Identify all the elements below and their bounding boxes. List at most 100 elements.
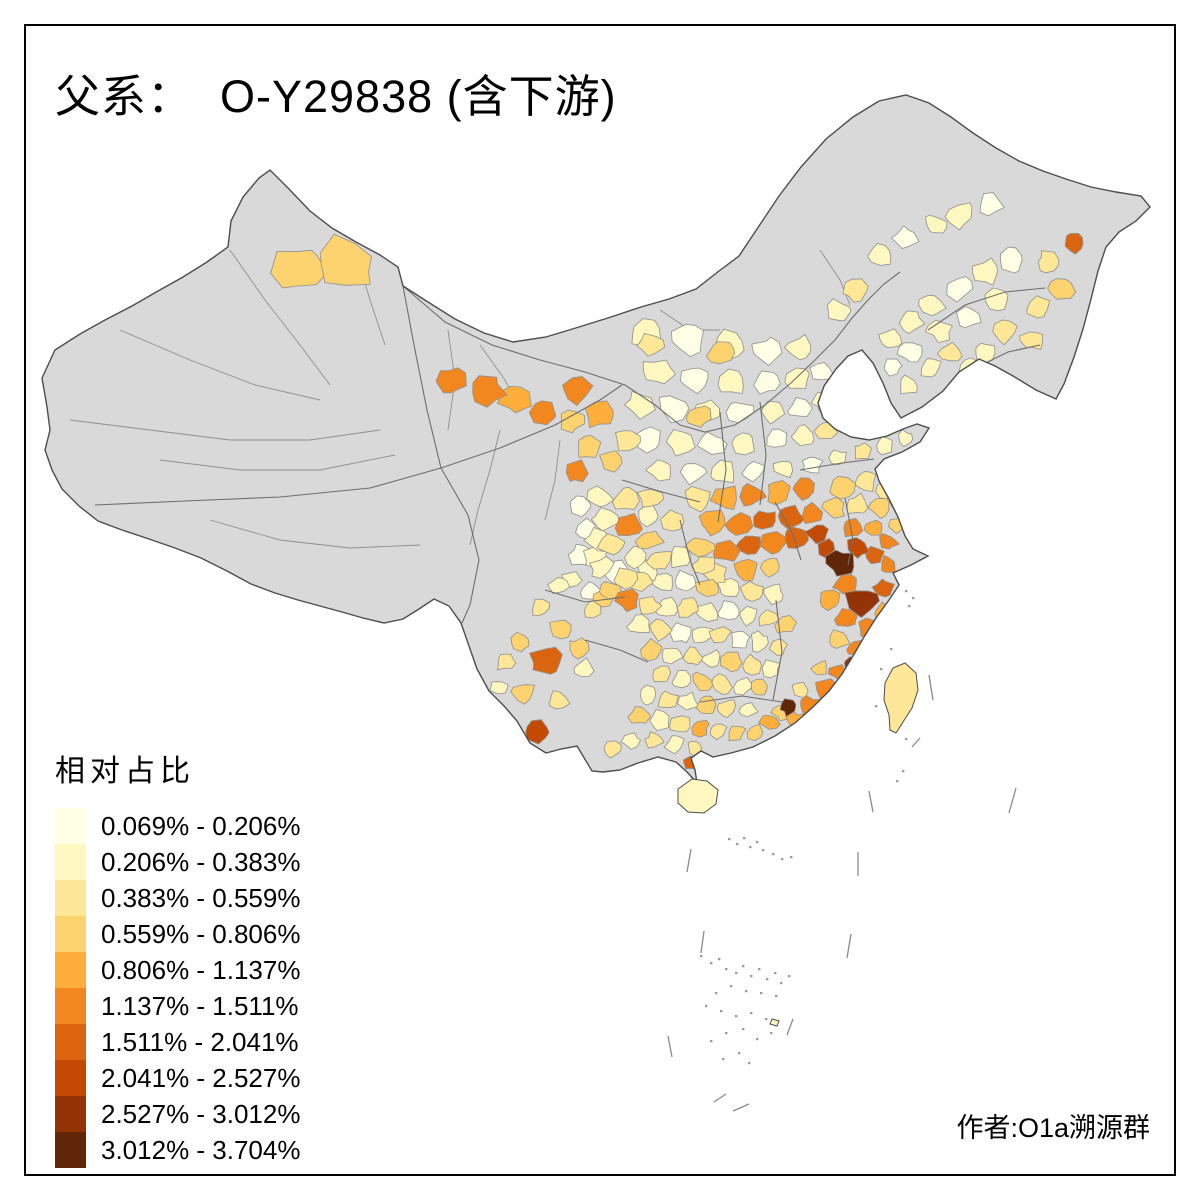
prefecture-region [319, 233, 372, 286]
prefecture-hint-borders [69, 249, 851, 549]
prefecture-region [620, 732, 642, 750]
prefecture-region [435, 367, 467, 394]
prefecture-region [779, 698, 797, 718]
prefecture-region [671, 323, 705, 358]
prefecture-region [732, 676, 753, 696]
legend-range-label: 0.383% - 0.559% [101, 883, 301, 913]
prefecture-region [640, 637, 663, 662]
prefecture-region [767, 480, 791, 506]
prefecture-region [878, 328, 903, 349]
prefecture-region [924, 214, 948, 234]
prefecture-region [864, 545, 885, 565]
legend-swatch [55, 988, 86, 1024]
prefecture-region [705, 341, 736, 365]
legend-swatch [55, 916, 86, 952]
prefecture-region [844, 590, 880, 619]
prefecture-region [717, 600, 740, 620]
prefecture-region [642, 359, 677, 385]
prefecture-region [585, 400, 614, 429]
legend-swatch [55, 880, 86, 916]
prefecture-region [472, 375, 508, 408]
prefecture-region [720, 651, 743, 673]
hainan-island [677, 778, 719, 814]
legend-item: 2.041% - 2.527% [55, 1060, 300, 1096]
prefecture-region [898, 429, 913, 448]
prefecture-region [661, 647, 684, 665]
prefecture-region [736, 535, 761, 555]
prefecture-region [829, 475, 857, 500]
prefecture-region [658, 395, 690, 424]
prefecture-region [634, 530, 666, 550]
legend-items: 0.069% - 0.206% 0.206% - 0.383% 0.383% - 0… [55, 808, 300, 1168]
legend-item: 1.137% - 1.511% [55, 988, 300, 1024]
prefecture-region [640, 684, 657, 706]
legend-item: 3.012% - 3.704% [55, 1132, 300, 1168]
prefecture-region [489, 681, 509, 695]
dongsha-islet-island [769, 1018, 780, 1027]
prefecture-region [569, 637, 590, 660]
prefecture-region [652, 665, 672, 683]
prefecture-region [510, 631, 530, 653]
prefecture-region [645, 551, 673, 570]
prefecture-region [627, 706, 652, 724]
prefecture-region [638, 504, 659, 528]
legend-item: 0.383% - 0.559% [55, 880, 300, 916]
prefecture-region [709, 723, 728, 741]
prefecture-region [716, 577, 740, 597]
prefecture-region [613, 567, 639, 590]
prefecture-region [853, 471, 877, 492]
prefecture-region [784, 525, 809, 549]
legend-item: 2.527% - 3.012% [55, 1096, 300, 1132]
prefecture-region [790, 424, 815, 447]
prefecture-region [560, 409, 585, 434]
prefecture-region [881, 554, 896, 573]
prefecture-region [946, 276, 973, 303]
prefecture-region [716, 698, 736, 719]
legend-swatch [55, 1060, 86, 1096]
prefecture-region [791, 681, 809, 698]
prefecture-region [984, 287, 1009, 312]
prefecture-region [918, 294, 947, 317]
prefecture-region [826, 298, 852, 322]
prefecture-region [567, 544, 591, 566]
prefecture-region [920, 358, 942, 378]
prefecture-region [871, 578, 895, 598]
dash-line-segments [667, 674, 1017, 1112]
prefecture-region [810, 659, 827, 676]
legend: 相对占比 0.069% - 0.206% 0.206% - 0.383% 0.383… [55, 746, 300, 1168]
legend-range-label: 1.511% - 2.041% [101, 1027, 299, 1057]
legend-swatch [55, 1096, 86, 1132]
prefecture-region [711, 673, 733, 695]
prefecture-region [708, 626, 733, 644]
prefecture-region [578, 435, 602, 458]
prefecture-region [733, 558, 758, 582]
prefecture-region [1019, 331, 1044, 350]
prefecture-region [1026, 295, 1051, 319]
prefecture-region [896, 342, 923, 363]
prefecture-region [890, 225, 920, 249]
prefecture-region [801, 501, 824, 524]
prefecture-region [682, 646, 704, 666]
prefecture-region [738, 702, 759, 717]
prefecture-region [690, 556, 715, 575]
prefecture-region [833, 607, 858, 627]
prefecture-region [758, 609, 780, 626]
legend-swatch [55, 808, 86, 844]
prefecture-region [846, 492, 869, 514]
prefecture-region [739, 605, 758, 627]
prefecture-region [759, 531, 788, 555]
prefecture-region [270, 249, 328, 289]
prefecture-region [649, 708, 670, 732]
prefecture-region [717, 368, 744, 395]
prefecture-region [657, 690, 679, 709]
prefecture-region [979, 192, 1005, 217]
prefecture-region [663, 735, 685, 755]
prefecture-region [710, 459, 735, 484]
prefecture-region [694, 578, 720, 597]
prefecture-region [828, 449, 847, 466]
prefecture-region [709, 485, 737, 510]
prefecture-region [573, 657, 595, 677]
province-borders [94, 271, 1046, 703]
